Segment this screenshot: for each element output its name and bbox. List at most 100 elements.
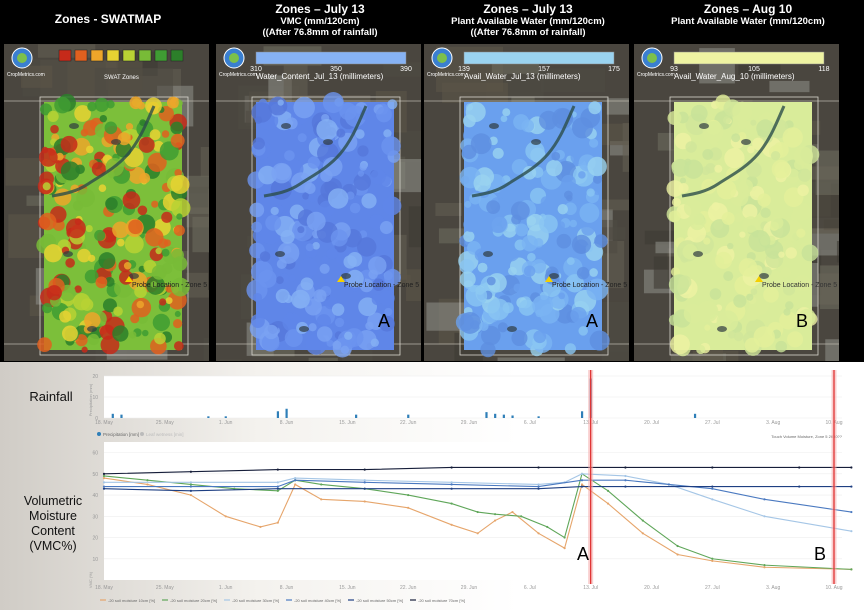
moisture-blob: [727, 330, 736, 339]
moisture-blob: [252, 292, 263, 303]
zone-blob: [112, 221, 129, 239]
moisture-blob: [463, 216, 479, 233]
panel-letter: A: [378, 311, 390, 331]
zone-blob: [171, 198, 191, 218]
moisture-blob: [750, 119, 757, 126]
logo-icon-inner: [229, 53, 239, 63]
panel-subtitle: VMC (mm/120cm): [280, 16, 360, 27]
moisture-blob: [343, 255, 357, 269]
moisture-blob: [588, 101, 602, 115]
moisture-blob: [775, 340, 787, 353]
moisture-blob: [533, 330, 547, 344]
moisture-blob: [696, 344, 706, 355]
moisture-blob: [563, 190, 573, 200]
depression-spot: [693, 251, 703, 257]
depression-spot: [69, 123, 79, 129]
moisture-blob: [297, 226, 305, 234]
zone-blob: [122, 191, 141, 210]
moisture-blob: [487, 298, 510, 321]
moisture-blob: [683, 198, 702, 217]
moisture-blob: [322, 92, 344, 114]
moisture-blob: [270, 206, 279, 216]
map-panel-vmc-jul13: 310 350 390 CropMetrics.com Water_Content_Ju…: [216, 44, 422, 361]
terrain-patch: [408, 206, 421, 248]
zone-blob: [42, 302, 53, 314]
moisture-blob: [576, 266, 590, 280]
zone-blob: [150, 281, 158, 288]
moisture-blob: [564, 343, 577, 355]
moisture-blob: [787, 331, 804, 348]
probe-marker-icon: [545, 276, 553, 282]
moisture-blob: [361, 193, 377, 209]
vmc-label-line: Moisture: [29, 509, 77, 523]
moisture-blob: [368, 269, 378, 280]
moisture-blob: [513, 283, 523, 293]
moisture-blob: [381, 136, 401, 156]
zone-blob: [176, 213, 183, 220]
moisture-blob: [721, 211, 735, 225]
moisture-blob: [481, 325, 501, 346]
moisture-blob: [250, 314, 265, 329]
moisture-blob: [716, 179, 737, 200]
moisture-blob: [570, 306, 587, 324]
creek-path: [681, 105, 786, 198]
terrain-patch: [283, 58, 308, 107]
moisture-blob: [277, 99, 284, 106]
moisture-blob: [261, 333, 280, 352]
moisture-blob: [464, 200, 472, 208]
moisture-blob: [707, 113, 714, 120]
chart-background: [0, 362, 864, 610]
zone-blob: [174, 310, 181, 317]
moisture-blob: [515, 223, 529, 237]
moisture-blob: [326, 247, 338, 260]
moisture-blob: [540, 196, 552, 208]
moisture-blob: [551, 151, 561, 161]
moisture-blob: [319, 263, 330, 274]
moisture-blob: [297, 133, 307, 143]
moisture-blob: [384, 307, 393, 316]
moisture-blob: [571, 117, 593, 139]
moisture-blob: [497, 322, 508, 333]
moisture-blob: [330, 229, 348, 247]
terrain-patch: [820, 265, 839, 310]
depression-spot: [507, 326, 517, 332]
probe-location-label: Probe Location - Zone 5: [344, 282, 419, 289]
moisture-blob: [492, 147, 504, 159]
zone-blob: [138, 136, 155, 153]
moisture-blob: [561, 174, 576, 190]
moisture-blob: [518, 299, 536, 316]
moisture-blob: [742, 204, 758, 220]
moisture-blob: [752, 137, 765, 151]
moisture-blob: [258, 269, 277, 288]
panel-subtitle: ((After 76.8mm of rainfall): [262, 27, 378, 38]
moisture-blob: [359, 163, 368, 171]
zone-blob: [56, 152, 64, 161]
moisture-blob: [722, 116, 731, 125]
map-panel-paw-jul13: 139 157 175 CropMetrics.com Avail_Water_Jul_…: [424, 44, 630, 361]
legend-tick: 310: [250, 66, 262, 73]
moisture-blob: [760, 207, 771, 219]
zone-blob: [128, 219, 143, 235]
zone-blob: [74, 105, 91, 122]
marker-b-label: B: [814, 544, 827, 564]
moisture-blob: [783, 308, 791, 316]
moisture-blob: [370, 338, 379, 347]
moisture-blob: [265, 214, 282, 231]
zone-blob: [125, 123, 134, 131]
moisture-blob: [383, 268, 401, 286]
panel-subtitle: ((After 76.8mm of rainfall): [470, 27, 586, 38]
zone-blob: [161, 130, 170, 138]
moisture-blob: [521, 235, 538, 252]
terrain-patch: [497, 357, 565, 361]
moisture-blob: [251, 221, 263, 233]
moisture-blob: [556, 221, 566, 230]
panel-letter: B: [796, 311, 808, 331]
legend-swatch: [170, 49, 184, 62]
moisture-blob: [375, 106, 392, 123]
moisture-blob: [326, 339, 334, 347]
terrain-patch: [203, 337, 209, 361]
probe-marker-icon: [755, 276, 763, 282]
moisture-blob: [586, 188, 595, 197]
moisture-blob: [332, 340, 342, 350]
panel-letter: A: [586, 311, 598, 331]
